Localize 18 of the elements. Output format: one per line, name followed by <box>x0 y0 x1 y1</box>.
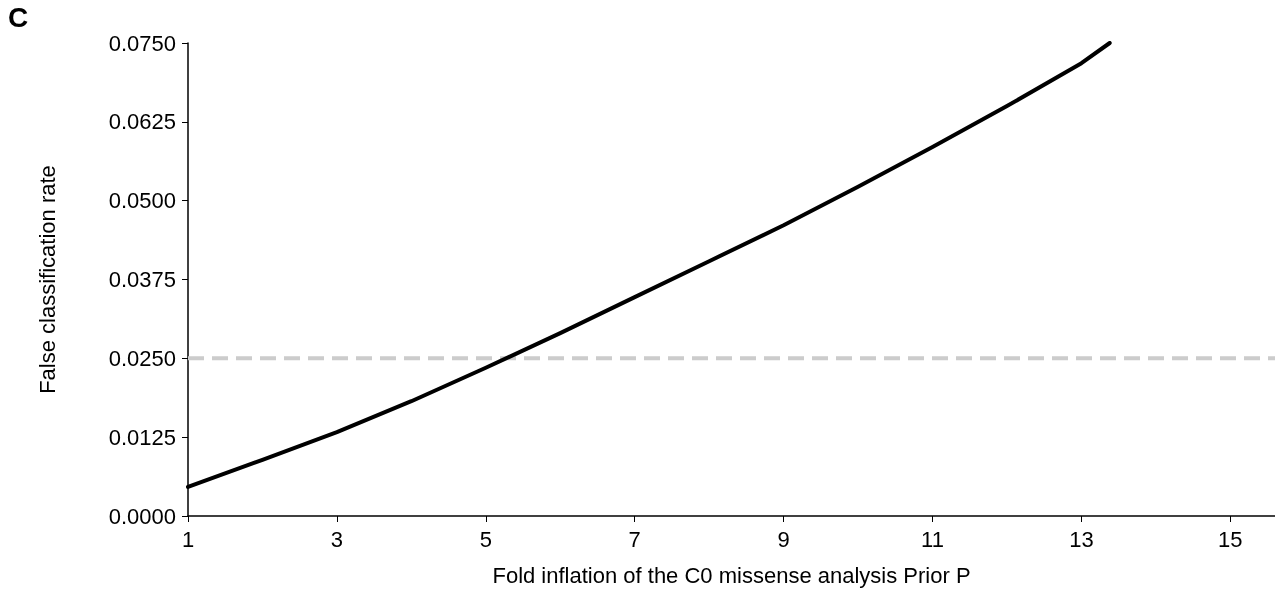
x-tick-label: 7 <box>628 526 641 552</box>
x-tick-label: 11 <box>921 526 944 552</box>
x-tick-label: 5 <box>479 526 492 552</box>
y-axis-title: False classification rate <box>34 165 60 394</box>
y-tick-label: 0.0250 <box>108 345 176 371</box>
y-tick-label: 0.0750 <box>108 30 176 56</box>
text: C <box>8 2 29 34</box>
y-tick-label: 0.0125 <box>108 424 176 450</box>
x-tick-label: 9 <box>777 526 790 552</box>
y-tick-label: 0.0375 <box>108 267 176 292</box>
x-tick-label: 15 <box>1218 526 1243 552</box>
y-tick-label: 0.0500 <box>108 188 176 214</box>
y-tick-label: 0.0625 <box>108 109 176 135</box>
y-tick-label: 0.0000 <box>108 503 176 529</box>
x-axis-title: Fold inflation of the C0 missense analysis Prior P <box>492 562 971 588</box>
x-tick-label: 1 <box>181 526 195 552</box>
x-tick-label: 13 <box>1069 526 1094 552</box>
x-tick-label: 3 <box>330 526 344 552</box>
